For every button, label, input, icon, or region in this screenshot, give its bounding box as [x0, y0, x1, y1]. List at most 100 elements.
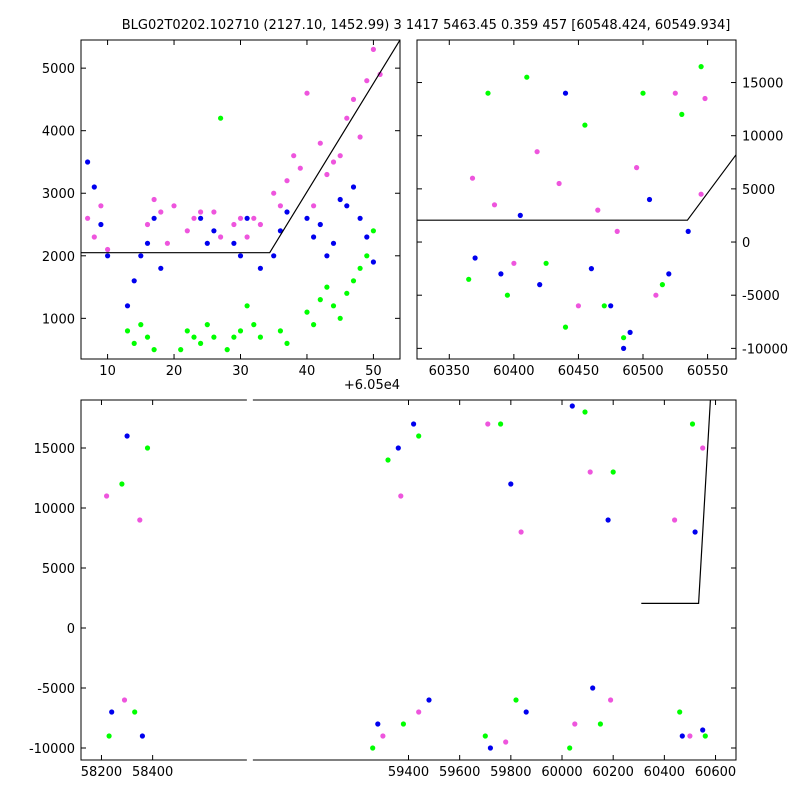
data-point-magenta [218, 234, 224, 240]
data-point-magenta [702, 95, 708, 102]
chart-title: BLG02T0202.102710 (2127.10, 1452.99) 3 1… [122, 18, 731, 33]
data-point-green [191, 334, 197, 340]
data-point-blue [124, 303, 131, 309]
data-point-blue [138, 253, 144, 259]
data-point-magenta [672, 517, 678, 523]
data-point-blue [569, 403, 575, 409]
data-point-blue [472, 255, 478, 261]
data-point-blue [211, 228, 217, 234]
data-point-blue [317, 221, 323, 228]
data-point-magenta [244, 234, 250, 240]
x-tick-label: 59400 [388, 765, 429, 780]
data-point-green [370, 745, 376, 751]
data-point-green [659, 282, 666, 288]
data-point-green [416, 433, 422, 439]
data-point-green [350, 278, 357, 284]
data-point-blue [304, 215, 310, 221]
data-point-magenta [271, 190, 277, 196]
data-point-magenta [337, 153, 343, 159]
data-point-green [244, 303, 250, 309]
data-point-blue [646, 196, 653, 203]
data-point-green [237, 328, 244, 334]
data-point-magenta [698, 191, 704, 197]
data-point-magenta [211, 209, 217, 215]
data-point-blue [151, 215, 157, 221]
data-point-green [138, 322, 144, 328]
data-point-magenta [653, 292, 659, 298]
data-point-blue [284, 209, 290, 215]
panel-bottom: 58200 58400 59400 59600 59800 60000 60200 60400… [29, 398, 737, 780]
data-point-magenta [98, 203, 104, 209]
data-point-blue [517, 212, 523, 218]
data-point-magenta [364, 78, 370, 84]
y-tick-label: 5000 [42, 562, 75, 577]
y-tick-label: 2000 [42, 250, 75, 265]
data-point-green [106, 733, 112, 739]
data-point-magenta [511, 260, 517, 266]
panel-top-left: 10 20 30 40 50 1000 2000 3000 4000 5000 +6.05e4 [42, 39, 401, 393]
data-point-magenta [634, 165, 640, 171]
x-tick-label: 59800 [490, 765, 531, 780]
data-point-green [485, 90, 491, 96]
data-point-magenta [158, 209, 164, 215]
data-point-blue [85, 159, 91, 165]
data-point-blue [324, 253, 330, 259]
data-point-green [324, 284, 330, 290]
data-point-magenta [614, 228, 620, 234]
x-tick-label: 60500 [622, 364, 663, 379]
data-point-green [504, 292, 510, 298]
data-point-magenta [370, 46, 376, 53]
data-point-blue [237, 253, 244, 259]
data-point-green [204, 322, 210, 328]
plot-area [104, 400, 711, 751]
data-point-magenta [324, 171, 330, 178]
data-point-green [344, 290, 350, 296]
data-point-blue [198, 215, 204, 221]
y-tick-label: 5000 [42, 62, 75, 77]
data-point-blue [370, 259, 376, 265]
data-point-green [597, 721, 604, 727]
data-point-blue [271, 253, 277, 259]
data-point-magenta [277, 203, 283, 209]
data-point-green [582, 122, 588, 128]
x-tick-label: 50 [365, 364, 382, 379]
data-point-magenta [572, 721, 578, 727]
y-tick-label: 3000 [42, 187, 75, 202]
model-line [81, 40, 400, 254]
data-point-green [311, 322, 317, 328]
data-point-blue [311, 234, 317, 240]
data-point-green [277, 328, 283, 334]
data-point-blue [139, 733, 145, 739]
data-point-green [317, 297, 323, 303]
data-point-blue [562, 90, 569, 96]
data-point-green [543, 260, 549, 266]
data-point-magenta [317, 140, 323, 146]
x-tick-label: 59600 [439, 765, 480, 780]
data-point-magenta [121, 697, 128, 703]
data-point-magenta [700, 445, 706, 451]
data-point-green [131, 340, 137, 346]
data-point-blue [621, 345, 627, 351]
data-point-magenta [344, 115, 350, 121]
data-point-green [364, 253, 370, 259]
y-tick-label: 5000 [742, 183, 775, 198]
data-point-blue [124, 433, 130, 439]
data-point-magenta [304, 90, 310, 96]
data-point-green [513, 697, 519, 703]
data-point-green [151, 347, 157, 353]
data-point-magenta [380, 733, 386, 739]
data-point-green [330, 303, 337, 309]
y-tick-label: -10000 [29, 742, 75, 757]
data-point-magenta [587, 469, 593, 475]
data-point-green [621, 335, 627, 341]
data-point-blue [411, 421, 417, 427]
data-point-magenta [485, 421, 491, 427]
x-tick-label: 60550 [687, 364, 728, 379]
data-point-magenta [503, 739, 509, 745]
x-tick-label: 60200 [593, 765, 634, 780]
data-point-blue [395, 445, 401, 451]
y-tick-label: 4000 [42, 125, 75, 140]
data-point-green [198, 340, 204, 346]
data-point-green [304, 309, 310, 315]
